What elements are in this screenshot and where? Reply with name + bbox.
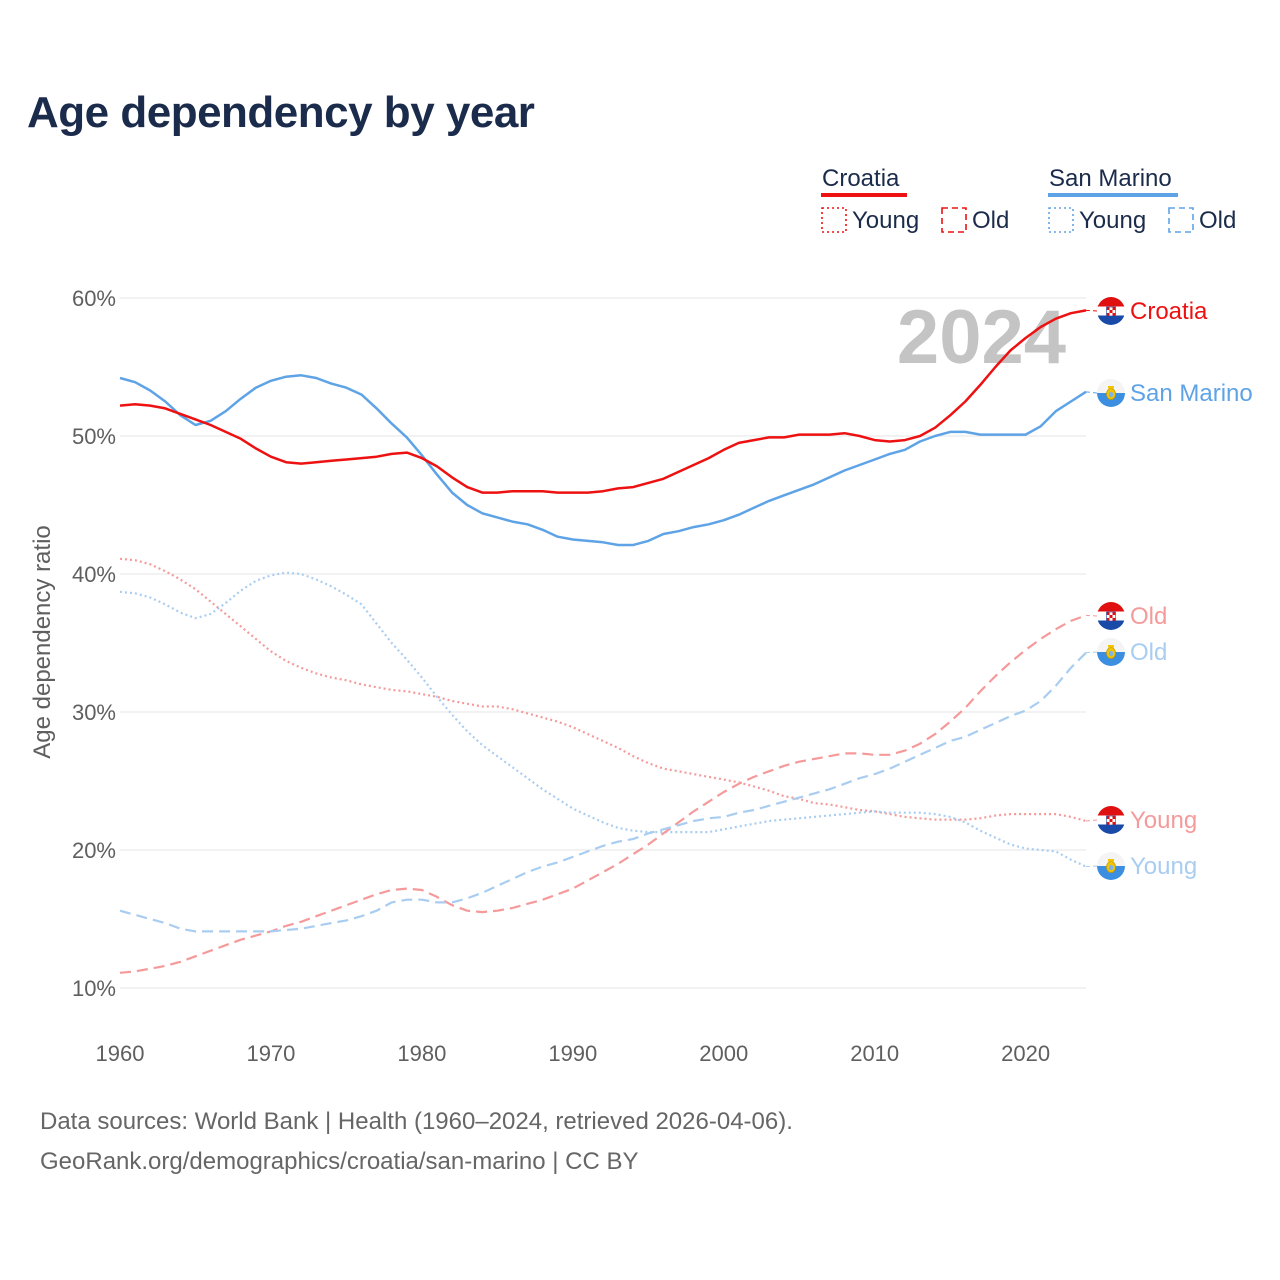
series-line-croatia-old bbox=[119, 614, 1087, 974]
legend-swatch-old bbox=[1168, 207, 1194, 233]
y-tick-label: 30% bbox=[72, 700, 116, 725]
legend-country-swatch bbox=[1048, 193, 1178, 197]
x-axis-ticks: 1960 1970 1980 1990 2000 2010 2020 bbox=[96, 1041, 1051, 1066]
data-source-note: Data sources: World Bank | Health (1960–… bbox=[40, 1108, 793, 1135]
x-tick-label: 2020 bbox=[1001, 1041, 1050, 1066]
x-tick-label: 1980 bbox=[397, 1041, 446, 1066]
series-line-san-marino-young bbox=[119, 571, 1087, 868]
series-line-croatia bbox=[119, 309, 1087, 494]
grid-lines bbox=[120, 297, 1086, 989]
y-axis-ticks: 10% 20% 30% 40% 50% 60% bbox=[72, 286, 116, 1001]
legend-country-label: San Marino bbox=[1049, 165, 1172, 192]
croatia-flag-icon bbox=[1097, 297, 1125, 325]
series-line-croatia-young bbox=[119, 557, 1087, 823]
end-label-croatia-young: Young bbox=[1085, 806, 1197, 834]
end-label-text: San Marino bbox=[1130, 380, 1253, 407]
y-tick-label: 60% bbox=[72, 286, 116, 311]
san-marino-flag-icon bbox=[1097, 379, 1125, 407]
chart-legend: Croatia Young Old San Marino Young Old bbox=[821, 165, 1236, 234]
series-end-labels: Croatia San Marino Old Old Young Young bbox=[1085, 297, 1253, 880]
y-tick-label: 50% bbox=[72, 424, 116, 449]
legend-swatch-young bbox=[821, 207, 847, 233]
series-lines bbox=[119, 309, 1087, 974]
x-tick-label: 2010 bbox=[850, 1041, 899, 1066]
y-axis-label: Age dependency ratio bbox=[29, 525, 56, 759]
chart-title: Age dependency by year bbox=[27, 88, 535, 137]
y-tick-label: 10% bbox=[72, 976, 116, 1001]
legend-croatia[interactable]: Croatia Young Old bbox=[821, 165, 1009, 234]
croatia-flag-icon bbox=[1097, 602, 1125, 630]
end-label-text: Young bbox=[1130, 853, 1197, 880]
attribution-link[interactable]: GeoRank.org/demographics/croatia/san-mar… bbox=[40, 1148, 639, 1175]
croatia-flag-icon bbox=[1097, 806, 1125, 834]
y-tick-label: 20% bbox=[72, 838, 116, 863]
x-tick-label: 2000 bbox=[699, 1041, 748, 1066]
legend-item-label: Old bbox=[1199, 207, 1236, 234]
end-label-text: Old bbox=[1130, 639, 1167, 666]
end-label-san-marino-old: Old bbox=[1085, 638, 1167, 666]
legend-item-label: Young bbox=[1079, 207, 1146, 234]
year-watermark: 2024 bbox=[897, 295, 1066, 380]
legend-swatch-old bbox=[941, 207, 967, 233]
legend-swatch-young bbox=[1048, 207, 1074, 233]
san-marino-flag-icon bbox=[1097, 852, 1125, 880]
end-label-san-marino: San Marino bbox=[1085, 379, 1253, 407]
x-tick-label: 1970 bbox=[246, 1041, 295, 1066]
san-marino-flag-icon bbox=[1097, 638, 1125, 666]
series-line-san-marino bbox=[119, 374, 1087, 547]
end-label-san-marino-young: Young bbox=[1085, 852, 1197, 880]
legend-san-marino[interactable]: San Marino Young Old bbox=[1048, 165, 1236, 234]
end-label-text: Young bbox=[1130, 807, 1197, 834]
end-label-croatia-old: Old bbox=[1085, 602, 1167, 630]
y-tick-label: 40% bbox=[72, 562, 116, 587]
legend-item-label: Old bbox=[972, 207, 1009, 234]
legend-item-label: Young bbox=[852, 207, 919, 234]
x-tick-label: 1960 bbox=[96, 1041, 145, 1066]
series-line-san-marino-old bbox=[119, 651, 1087, 933]
legend-country-label: Croatia bbox=[822, 165, 900, 192]
end-label-text: Croatia bbox=[1130, 298, 1208, 325]
end-label-croatia: Croatia bbox=[1085, 297, 1208, 325]
legend-country-swatch bbox=[821, 193, 907, 197]
end-label-text: Old bbox=[1130, 603, 1167, 630]
x-tick-label: 1990 bbox=[548, 1041, 597, 1066]
